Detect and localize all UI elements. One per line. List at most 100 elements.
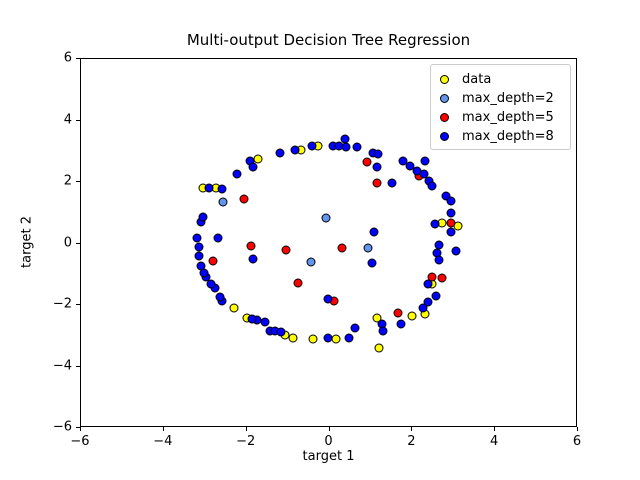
legend-entry-max-depth-5: max_depth=5 [431,108,570,127]
scatter-point-max-depth-8 [431,291,441,301]
x-tick-mark [80,427,81,431]
scatter-point-max-depth-8 [215,292,225,302]
x-tick-mark [494,427,496,431]
y-tick-label: 2 [63,173,72,189]
scatter-point-max-depth-8 [247,314,257,324]
scatter-point-max-depth-8 [427,181,437,191]
scatter-point-max-depth-8 [194,251,204,261]
legend-label: data [462,72,492,87]
legend-marker-icon [440,75,449,84]
scatter-point-max-depth-8 [198,212,208,222]
scatter-point-max-depth-8 [323,333,333,343]
scatter-point-max-depth-8 [378,326,388,336]
scatter-point-max-depth-8 [419,169,429,179]
scatter-point-max-depth-8 [194,242,204,252]
scatter-point-max-depth-5 [393,308,403,318]
scatter-point-max-depth-8 [405,161,415,171]
scatter-point-max-depth-8 [451,246,461,256]
scatter-point-data [229,303,239,313]
scatter-point-max-depth-8 [398,156,408,166]
scatter-point-max-depth-8 [206,279,216,289]
y-tick-mark [76,427,80,428]
scatter-point-max-depth-8 [423,297,432,307]
scatter-point-data [374,343,384,353]
scatter-point-max-depth-5 [239,194,249,204]
scatter-point-max-depth-5 [446,218,456,228]
y-tick-mark [76,119,80,121]
x-tick-mark [245,427,247,431]
scatter-point-max-depth-5 [437,273,447,283]
y-tick-label: 4 [63,112,72,127]
y-tick-mark [76,365,80,367]
scatter-point-max-depth-5 [427,272,437,282]
legend: data max_depth=2 max_depth=5 max_depth=8 [430,64,571,150]
scatter-point-max-depth-2 [306,257,316,267]
scatter-point-max-depth-8 [352,142,362,152]
scatter-point-max-depth-8 [204,183,214,193]
y-tick-label: 0 [63,235,72,250]
scatter-point-max-depth-8 [275,148,285,158]
scatter-point-max-depth-8 [372,162,382,172]
y-axis-label: target 2 [19,216,35,268]
scatter-point-max-depth-8 [396,319,406,329]
chart-title: Multi-output Decision Tree Regression [186,31,471,49]
scatter-point-max-depth-2 [218,197,228,207]
x-tick-mark [411,427,413,431]
legend-marker-icon [440,94,449,103]
y-tick-mark [76,58,80,59]
x-tick-label: 0 [324,434,333,449]
legend-marker-icon [440,113,449,122]
scatter-point-data [331,334,341,344]
scatter-point-max-depth-8 [446,208,456,218]
scatter-point-max-depth-8 [192,233,201,243]
legend-label: max_depth=8 [462,129,554,144]
scatter-point-max-depth-8 [260,317,270,327]
scatter-point-max-depth-2 [321,213,331,223]
scatter-point-max-depth-8 [196,261,206,271]
y-tick-label: −2 [52,296,72,312]
x-tick-label: 6 [572,434,582,449]
scatter-point-data [308,334,318,344]
x-axis-label: target 1 [302,449,355,464]
scatter-point-max-depth-8 [373,149,383,159]
y-tick-mark [76,181,80,182]
legend-entry-max-depth-2: max_depth=2 [431,89,570,108]
scatter-point-data [372,313,382,323]
scatter-point-max-depth-8 [344,333,354,343]
x-tick-label: −6 [70,434,90,449]
legend-label: max_depth=2 [462,91,554,106]
scatter-point-max-depth-5 [208,256,218,266]
scatter-point-max-depth-8 [276,327,286,337]
scatter-point-max-depth-8 [369,227,379,237]
scatter-point-max-depth-5 [337,243,347,253]
x-tick-label: 2 [407,434,416,449]
y-tick-mark [76,304,80,305]
legend-marker-icon [440,132,449,141]
scatter-point-max-depth-5 [246,241,256,251]
scatter-point-max-depth-8 [367,258,377,268]
y-tick-label: −4 [52,358,72,373]
y-tick-label: −6 [52,419,72,435]
x-tick-mark [162,427,164,431]
scatter-point-max-depth-5 [362,157,372,167]
x-tick-label: −2 [236,434,256,449]
scatter-point-max-depth-8 [434,255,444,265]
scatter-point-max-depth-5 [372,178,382,188]
y-tick-label: 6 [63,50,72,66]
scatter-point-max-depth-5 [293,278,303,288]
x-tick-label: 4 [490,434,499,449]
y-tick-mark [76,242,80,244]
scatter-point-max-depth-8 [423,279,432,289]
scatter-point-max-depth-8 [290,145,300,155]
scatter-point-max-depth-8 [232,169,241,179]
scatter-point-max-depth-2 [363,243,373,253]
scatter-point-max-depth-8 [217,184,227,194]
scatter-point-max-depth-8 [420,156,430,166]
scatter-point-max-depth-8 [430,219,439,229]
scatter-point-max-depth-8 [323,294,333,304]
scatter-point-max-depth-8 [446,196,456,206]
scatter-point-max-depth-8 [350,323,360,333]
legend-label: max_depth=5 [462,110,554,125]
x-tick-mark [577,427,578,431]
scatter-point-max-depth-8 [248,254,258,264]
